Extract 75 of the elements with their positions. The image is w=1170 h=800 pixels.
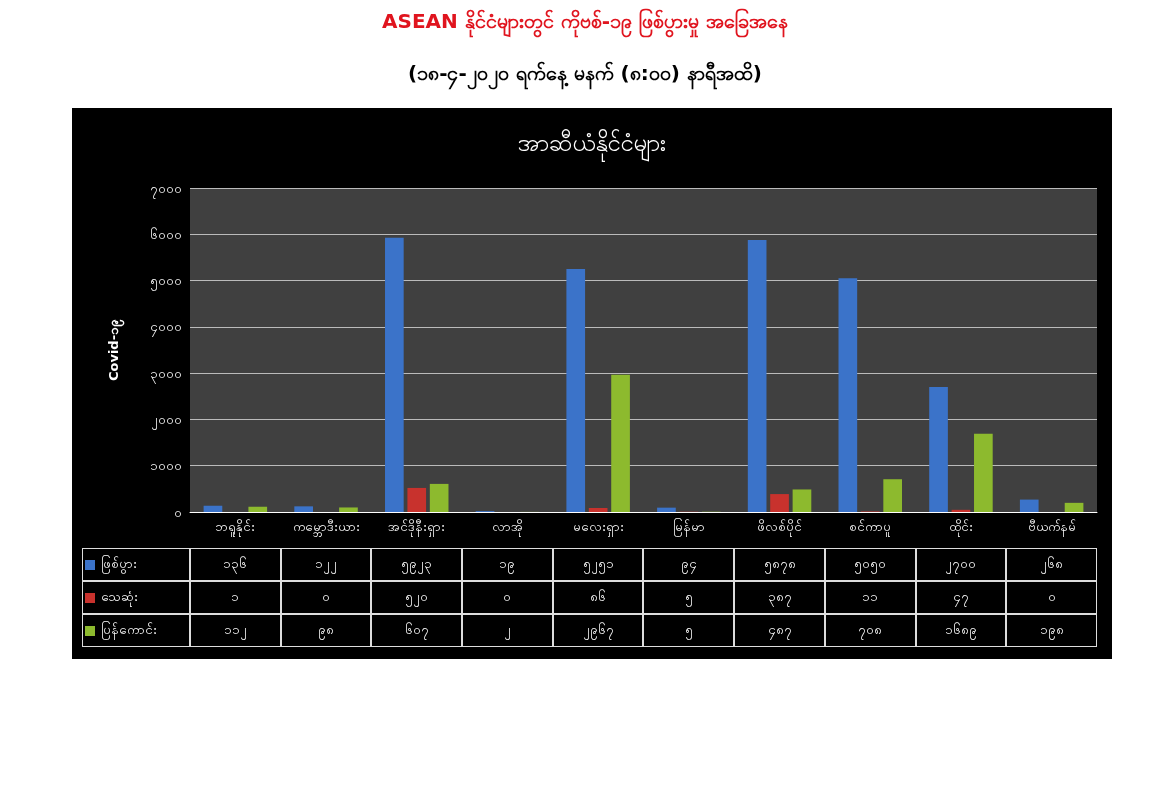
bar [407, 487, 427, 512]
text: အာဆီယံနိုင်ငံများ [518, 128, 666, 162]
legend-label: သေဆုံး [101, 588, 138, 607]
y-tick-label: ၇၀၀၀ [150, 180, 182, 199]
data-label: ၅၀၅၀ [824, 548, 916, 581]
legend-label: ပြန်ကောင်း [101, 621, 157, 640]
data-label: ၄၇ [915, 581, 1007, 614]
y-tick-label: ၆၀၀၀ [150, 226, 182, 242]
legend-label: ဖြစ်ပွား [101, 555, 137, 574]
x-tick-label: ထိုင်း [948, 519, 973, 537]
y-tick-label: ၀ [174, 504, 182, 520]
data-label: ၁၉၈ [1006, 614, 1097, 647]
data-label: ၀ [280, 581, 372, 614]
data-label: ၁၃၆ [190, 548, 281, 581]
chart-subtitle: (၁၈-၄-၂၀၂၀ ရက်နေ့ မနက် (၈:၀၀) နာရီအထိ) [407, 60, 763, 90]
bar [838, 278, 858, 512]
data-label: ၈၆ [552, 581, 644, 614]
data-label: ၂၇၀၀ [915, 548, 1007, 581]
bar [1019, 499, 1039, 512]
bar [611, 374, 630, 512]
x-tick-label: မြန်မာ [672, 518, 705, 537]
bar [248, 506, 268, 512]
bar [747, 239, 767, 512]
bar [294, 506, 313, 512]
data-label: ၂၉၆၇ [552, 614, 644, 647]
x-tick-label: ကမ္ဘောဒီးယား [292, 519, 360, 537]
bar [203, 505, 223, 512]
x-tick-label: ဘရူနိုင်း [215, 519, 256, 537]
data-label: ၅ [643, 581, 735, 614]
data-label: ၁၉ [462, 548, 553, 581]
bar [974, 433, 993, 512]
data-label: ၅၂၅၁ [552, 548, 644, 581]
data-label: ၅၉၂၃ [371, 548, 463, 581]
x-tick-label: ဗီယက်နမ် [1027, 519, 1076, 537]
x-tick-label: စင်ကာပူ [849, 519, 892, 537]
bar [657, 507, 676, 512]
data-label: ၁၁၂ [190, 614, 281, 647]
data-label: ၅ [643, 614, 735, 647]
y-tick-label: ၄၀၀၀ [150, 319, 182, 338]
bar [770, 494, 789, 512]
data-label: ၉၄ [643, 548, 735, 581]
bar [385, 237, 404, 512]
data-label: ၁ [190, 581, 281, 614]
data-label: ၆၀၇ [371, 614, 463, 647]
bar [566, 268, 586, 512]
bar [588, 508, 608, 512]
x-tick-label: အင်ဒိုနီးရှား [388, 519, 446, 537]
y-tick-label: ၅၀၀၀ [150, 273, 182, 292]
data-label: ၉၈ [280, 614, 372, 647]
data-label: ၁၁ [824, 581, 916, 614]
data-label: ၀ [1006, 581, 1097, 614]
data-label: ၇၀၈ [824, 614, 916, 647]
bar [339, 507, 358, 512]
data-label: ၁၂၂ [280, 548, 372, 581]
bar [883, 479, 902, 512]
data-label: ၄၈၇ [734, 614, 825, 647]
data-label: ၂၆၈ [1006, 548, 1097, 581]
x-tick-label: လာအို [491, 519, 523, 537]
bar [429, 483, 449, 512]
data-label: ၁၆၈၉ [915, 614, 1007, 647]
y-tick-label: ၁၀၀၀ [150, 458, 182, 474]
data-label: ၅၂၀ [371, 581, 463, 614]
data-label: ၂ [462, 614, 553, 647]
data-label: ၀ [462, 581, 553, 614]
bar [929, 387, 948, 512]
data-label: ၅၈၇၈ [734, 548, 825, 581]
chart-title: ASEAN နိုင်ငံများတွင် ကိုဗစ်-၁၉ ဖြစ်ပွားမှု အခြေအနေ [381, 8, 789, 38]
bar [1064, 502, 1084, 512]
bar [792, 489, 812, 512]
y-tick-label: ၃၀၀၀ [150, 365, 182, 384]
data-label: ၃၈၇ [734, 581, 825, 614]
y-axis-title: Covid-၁၉ [106, 318, 125, 382]
y-tick-label: ၂၀၀၀ [151, 411, 182, 430]
x-tick-label: မလေးရှား [572, 519, 624, 537]
x-tick-label: ဖိလစ်ပိုင် [757, 519, 803, 537]
